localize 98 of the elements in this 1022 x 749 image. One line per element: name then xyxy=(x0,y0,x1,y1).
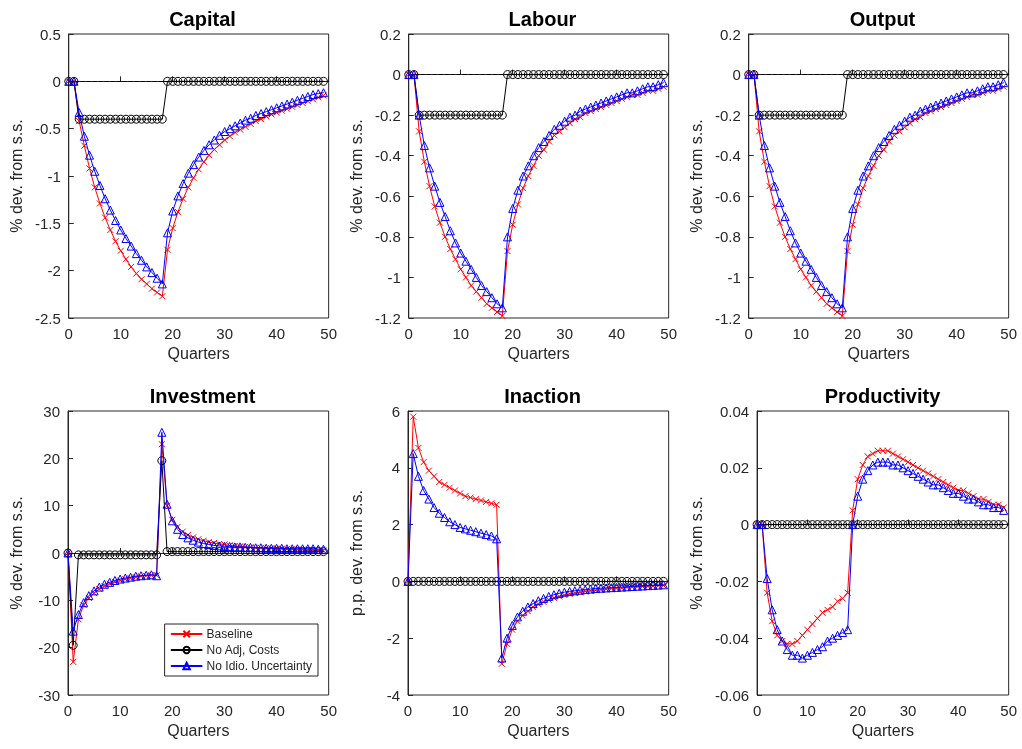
y-tick-label: -0.4 xyxy=(374,147,401,165)
y-tick-label: 0.02 xyxy=(719,459,750,477)
x-tick-label: 50 xyxy=(660,325,677,342)
x-tick-label: 0 xyxy=(64,325,73,342)
legend-label: Baseline xyxy=(206,627,253,641)
y-tick-label: 0 xyxy=(391,572,400,590)
x-axis-title: Quarters xyxy=(167,345,230,363)
y-tick-label: -1.2 xyxy=(714,309,741,327)
x-tick-label: 30 xyxy=(556,325,574,342)
y-tick-label: -0.6 xyxy=(714,187,741,205)
y-tick-label: -0.2 xyxy=(714,106,741,124)
y-tick-label: -2 xyxy=(47,262,61,280)
y-tick-label: -0.8 xyxy=(374,228,401,246)
y-tick-label: 20 xyxy=(43,449,60,467)
y-tick-label: -1.2 xyxy=(374,309,401,327)
y-tick-label: -10 xyxy=(38,591,60,609)
x-tick-label: 30 xyxy=(556,702,573,719)
y-tick-label: -2.5 xyxy=(34,309,61,327)
y-tick-label: -0.5 xyxy=(34,120,61,138)
y-tick-label: 0 xyxy=(740,516,750,534)
y-tick-label: 2 xyxy=(391,516,400,534)
x-tick-label: 50 xyxy=(1000,702,1017,719)
y-tick-label: -30 xyxy=(38,686,60,704)
x-tick-label: 40 xyxy=(268,702,285,719)
x-axis-title: Quarters xyxy=(851,722,914,740)
y-tick-label: 6 xyxy=(391,402,400,420)
y-tick-label: -2 xyxy=(386,629,400,647)
y-tick-label: 0.04 xyxy=(719,402,750,420)
y-axis-title: % dev. from s.s. xyxy=(7,119,25,233)
y-tick-label: 4 xyxy=(391,459,400,477)
x-axis-title: Quarters xyxy=(167,722,230,740)
y-tick-label: -1 xyxy=(47,167,61,185)
y-tick-label: 0.2 xyxy=(719,25,741,43)
x-tick-label: 40 xyxy=(608,325,626,342)
x-tick-label: 20 xyxy=(849,702,867,719)
x-tick-label: 40 xyxy=(948,325,966,342)
x-axis-title: Quarters xyxy=(507,722,570,740)
x-tick-label: 0 xyxy=(403,702,413,719)
x-tick-label: 20 xyxy=(504,325,522,342)
x-tick-label: 50 xyxy=(1000,325,1017,342)
chart-title: Inaction xyxy=(504,385,581,407)
y-tick-label: -20 xyxy=(38,639,60,657)
chart-title: Output xyxy=(849,8,916,30)
chart-title: Capital xyxy=(169,8,236,30)
y-tick-label: -1 xyxy=(387,268,401,286)
y-axis-title: % dev. from s.s. xyxy=(347,119,365,233)
x-tick-label: 30 xyxy=(216,702,233,719)
y-tick-label: -0.2 xyxy=(374,106,401,124)
x-tick-label: 30 xyxy=(899,702,917,719)
chart-title: Labour xyxy=(508,8,577,30)
y-tick-label: 10 xyxy=(43,497,60,515)
legend-label: No Adj, Costs xyxy=(206,643,280,657)
y-tick-label: 0.5 xyxy=(39,25,61,43)
x-axis-title: Quarters xyxy=(847,345,910,363)
y-tick-label: -1.5 xyxy=(34,214,61,232)
y-tick-label: -4 xyxy=(386,686,400,704)
y-axis-title: p.p. dev. from s.s. xyxy=(347,490,365,616)
x-tick-label: 0 xyxy=(752,702,762,719)
x-tick-label: 40 xyxy=(268,325,286,342)
x-tick-label: 10 xyxy=(451,702,469,719)
x-tick-label: 50 xyxy=(320,702,337,719)
y-tick-label: 0 xyxy=(52,72,61,90)
y-axis-title: % dev. from s.s. xyxy=(7,496,25,610)
x-tick-label: 30 xyxy=(896,325,914,342)
x-tick-label: 30 xyxy=(216,325,234,342)
x-tick-label: 20 xyxy=(164,325,182,342)
x-tick-label: 20 xyxy=(163,702,181,719)
x-tick-label: 10 xyxy=(452,325,470,342)
chart-title: Productivity xyxy=(824,385,942,407)
y-tick-label: 0 xyxy=(392,66,401,84)
y-tick-label: 30 xyxy=(43,402,60,420)
x-tick-label: 20 xyxy=(844,325,862,342)
y-tick-label: 0.2 xyxy=(379,25,401,43)
y-tick-label: 0 xyxy=(732,66,741,84)
legend-label: No Idio. Uncertainty xyxy=(206,659,313,673)
x-tick-label: 20 xyxy=(503,702,521,719)
x-tick-label: 10 xyxy=(111,702,129,719)
y-axis-title: % dev. from s.s. xyxy=(687,496,705,610)
x-axis-title: Quarters xyxy=(507,345,570,363)
x-tick-label: 10 xyxy=(112,325,130,342)
x-tick-label: 50 xyxy=(660,702,677,719)
x-tick-label: 40 xyxy=(950,702,967,719)
y-tick-label: -0.8 xyxy=(714,228,741,246)
y-tick-label: -0.02 xyxy=(714,572,750,590)
y-tick-label: 0 xyxy=(51,544,60,562)
x-tick-label: 0 xyxy=(404,325,413,342)
x-tick-label: 50 xyxy=(320,325,337,342)
y-tick-label: -0.06 xyxy=(714,686,750,704)
y-tick-label: -0.6 xyxy=(374,187,401,205)
y-axis-title: % dev. from s.s. xyxy=(687,119,705,233)
x-tick-label: 40 xyxy=(608,702,625,719)
chart-title: Investment xyxy=(149,385,256,407)
x-tick-label: 0 xyxy=(63,702,73,719)
y-tick-label: -1 xyxy=(727,268,741,286)
y-tick-label: -0.04 xyxy=(714,629,750,647)
x-tick-label: 10 xyxy=(792,325,810,342)
x-tick-label: 10 xyxy=(799,702,816,719)
y-tick-label: -0.4 xyxy=(714,147,741,165)
